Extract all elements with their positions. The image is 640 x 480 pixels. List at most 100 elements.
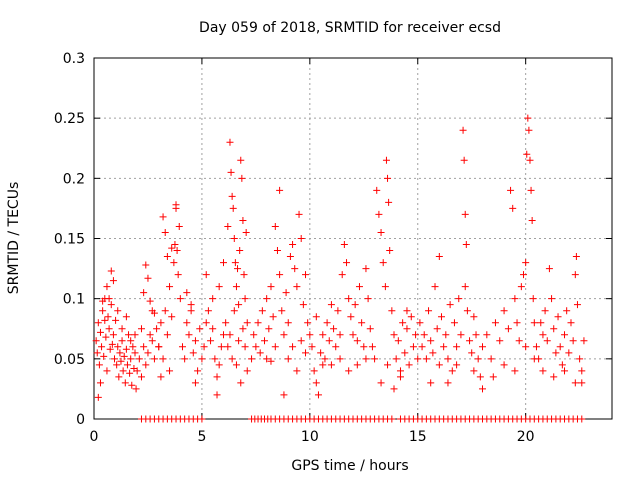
data-point bbox=[176, 295, 184, 303]
data-point bbox=[403, 307, 411, 315]
data-point bbox=[276, 271, 284, 279]
data-point bbox=[364, 295, 372, 303]
data-point bbox=[106, 345, 114, 353]
data-point bbox=[520, 271, 528, 279]
data-point bbox=[153, 325, 161, 333]
data-point bbox=[213, 391, 221, 399]
data-point bbox=[379, 259, 387, 267]
data-point bbox=[377, 228, 385, 236]
axis-ticks: 0 0.05 0.1 0.15 0.2 0.25 0.3 0 5 10 15 20 bbox=[54, 51, 612, 445]
data-point bbox=[504, 325, 512, 333]
data-point bbox=[525, 126, 533, 134]
data-point bbox=[427, 379, 435, 387]
data-point bbox=[550, 325, 558, 333]
data-point bbox=[382, 156, 390, 164]
data-point bbox=[241, 343, 249, 351]
data-point bbox=[263, 355, 271, 363]
data-point bbox=[231, 259, 239, 267]
data-point bbox=[111, 355, 119, 363]
data-point bbox=[422, 355, 430, 363]
data-point bbox=[93, 349, 101, 357]
data-point bbox=[561, 367, 569, 375]
data-point bbox=[129, 343, 137, 351]
data-point bbox=[453, 361, 461, 369]
data-point bbox=[455, 295, 463, 303]
data-point bbox=[256, 349, 264, 357]
data-point bbox=[392, 355, 400, 363]
data-point bbox=[166, 283, 174, 291]
data-point bbox=[126, 369, 134, 377]
data-point bbox=[213, 373, 221, 381]
data-point bbox=[381, 283, 389, 291]
data-point bbox=[171, 241, 179, 249]
data-point bbox=[237, 379, 245, 387]
data-point bbox=[527, 186, 535, 194]
data-point bbox=[390, 385, 398, 393]
data-point bbox=[234, 265, 242, 273]
data-point bbox=[128, 381, 136, 389]
data-point bbox=[487, 355, 495, 363]
data-point bbox=[265, 325, 273, 333]
data-point bbox=[269, 313, 277, 321]
data-point bbox=[385, 198, 393, 206]
data-point bbox=[181, 355, 189, 363]
data-point bbox=[427, 337, 435, 345]
data-point bbox=[479, 343, 486, 351]
data-point bbox=[95, 361, 103, 369]
data-point bbox=[435, 253, 443, 261]
data-point bbox=[414, 355, 422, 363]
data-point bbox=[500, 307, 508, 315]
data-point bbox=[271, 343, 279, 351]
data-point bbox=[228, 355, 236, 363]
data-point bbox=[444, 379, 452, 387]
data-point bbox=[220, 331, 227, 339]
data-point bbox=[243, 319, 251, 327]
data-point bbox=[228, 192, 236, 200]
data-point bbox=[144, 274, 152, 282]
data-point bbox=[517, 283, 525, 291]
data-point bbox=[114, 307, 122, 315]
data-point bbox=[99, 307, 107, 315]
data-point bbox=[159, 213, 167, 221]
data-point bbox=[135, 355, 143, 363]
data-point bbox=[409, 343, 417, 351]
data-point bbox=[220, 259, 227, 267]
data-point bbox=[291, 265, 299, 273]
data-point bbox=[567, 319, 575, 327]
data-point bbox=[198, 415, 206, 423]
data-point bbox=[330, 325, 338, 333]
data-point bbox=[476, 373, 484, 381]
data-point bbox=[353, 361, 361, 369]
data-point bbox=[98, 343, 106, 351]
data-point bbox=[377, 379, 385, 387]
data-point bbox=[550, 373, 558, 381]
data-point bbox=[161, 228, 169, 236]
data-point bbox=[227, 168, 235, 176]
data-point bbox=[230, 235, 238, 242]
data-point bbox=[535, 355, 543, 363]
data-point bbox=[125, 331, 133, 339]
data-point bbox=[302, 271, 310, 279]
data-point bbox=[420, 331, 428, 339]
data-point bbox=[252, 343, 260, 351]
data-point bbox=[276, 186, 284, 194]
data-point bbox=[204, 307, 212, 315]
data-point bbox=[144, 349, 152, 357]
y-tick-label: 0.25 bbox=[54, 111, 85, 127]
data-point bbox=[120, 352, 128, 360]
y-tick-label: 0.1 bbox=[63, 292, 85, 308]
data-point bbox=[373, 186, 381, 194]
data-point bbox=[297, 235, 305, 242]
data-point bbox=[114, 343, 122, 351]
data-point bbox=[483, 331, 491, 339]
data-point bbox=[112, 316, 120, 324]
data-point bbox=[123, 361, 131, 369]
data-point bbox=[232, 283, 240, 291]
data-point bbox=[104, 313, 112, 321]
data-point bbox=[556, 343, 564, 351]
data-point bbox=[360, 343, 368, 351]
data-point bbox=[302, 349, 310, 357]
data-point bbox=[236, 247, 244, 255]
data-point bbox=[394, 337, 402, 345]
data-point bbox=[189, 349, 197, 357]
